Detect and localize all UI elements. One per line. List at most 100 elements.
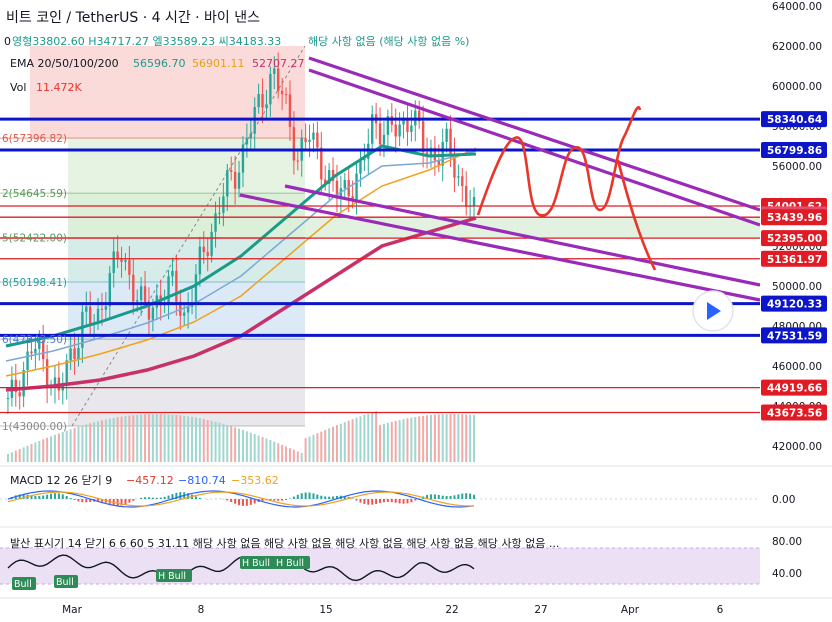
fib-zone — [68, 237, 305, 283]
candle-body — [198, 246, 202, 275]
macd-bar — [198, 497, 201, 499]
candle-body — [42, 340, 45, 360]
ema-100-line — [5, 147, 477, 377]
price-label: 44919.66 — [767, 383, 822, 395]
macd-bar — [332, 496, 335, 499]
volume-bar — [355, 417, 358, 462]
volume-bar — [382, 423, 385, 462]
candle-body — [14, 379, 17, 393]
macd-bar — [277, 499, 280, 501]
candle-body — [261, 94, 264, 108]
candle-body — [421, 121, 425, 153]
fib-zone — [68, 138, 305, 194]
macd-bar — [238, 499, 241, 506]
price-tick: 42000.00 — [772, 441, 822, 453]
candle-body — [355, 173, 358, 200]
volume-bar — [281, 444, 284, 462]
macd-bar — [316, 494, 319, 499]
candle-body — [445, 128, 448, 142]
candle-body — [241, 144, 245, 173]
candle-body — [437, 160, 440, 166]
price-label: 49120.33 — [767, 299, 822, 311]
macd-bar — [343, 495, 346, 499]
candle-body — [77, 347, 80, 359]
volume-bar — [277, 443, 280, 462]
macd-bar — [241, 499, 244, 506]
price-label-box — [761, 404, 827, 421]
candle-body — [284, 94, 288, 96]
candle-body — [359, 160, 362, 174]
price-label: 53439.96 — [767, 212, 822, 224]
macd-bar — [328, 496, 331, 499]
volume-bar — [69, 429, 72, 462]
candle-body — [433, 147, 437, 161]
volume-bar — [214, 421, 217, 462]
volume-bar — [410, 417, 413, 462]
candle-body — [371, 114, 374, 144]
candle-body — [280, 90, 284, 95]
volume-bar — [300, 453, 303, 462]
volume-bar — [253, 434, 256, 462]
volume-bar — [226, 424, 229, 462]
fib-zone — [30, 46, 305, 139]
ema-label: EMA 20/50/100/200 — [10, 57, 119, 70]
volume-bar — [261, 437, 264, 462]
candle-body — [296, 160, 299, 162]
volume-value: 11.472K — [36, 81, 82, 94]
volume-bar — [38, 440, 41, 462]
candle-body — [124, 260, 127, 262]
price-label-box — [761, 327, 827, 344]
candle-body — [116, 251, 119, 260]
volume-bar — [14, 450, 17, 462]
macd-bar — [46, 494, 49, 499]
macd-bar — [296, 494, 299, 499]
candle-body — [382, 134, 386, 145]
volume-bar — [257, 435, 260, 462]
candle-body — [418, 110, 421, 122]
macd-bar — [38, 496, 41, 499]
replay-button[interactable] — [692, 290, 734, 332]
descending-channel — [239, 56, 761, 302]
price-label-box — [761, 250, 827, 267]
volume-bar — [398, 419, 401, 462]
volume-bar — [285, 446, 288, 462]
volume-bar — [441, 414, 444, 462]
macd-bar — [300, 493, 303, 499]
ema-100-value: 52707.27 — [252, 57, 305, 70]
volume-bar — [296, 451, 299, 462]
volume-bar — [57, 433, 60, 462]
candle-body — [472, 196, 476, 206]
volume-bar — [422, 415, 425, 462]
macd-bar — [18, 494, 21, 499]
candle-body — [316, 132, 319, 148]
candle-body — [69, 348, 72, 361]
macd-value-hist: −457.12 — [126, 474, 174, 487]
macd-bar — [120, 499, 123, 506]
macd-label: MACD 12 26 닫기 9 — [10, 474, 112, 487]
volume-bar — [292, 449, 295, 462]
macd-bar — [426, 495, 429, 499]
fib-zone — [68, 282, 305, 340]
macd-bar — [390, 499, 393, 503]
candle-body — [245, 138, 249, 145]
volume-bar — [437, 414, 440, 462]
volume-bar — [414, 416, 417, 462]
macd-bar — [89, 499, 92, 502]
volume-bar — [426, 415, 429, 462]
volume-bar — [128, 415, 131, 462]
fib-label: 5(52422.00) — [2, 233, 67, 245]
volume-bar — [10, 452, 13, 462]
volume-bar — [65, 430, 68, 462]
fib-trend-line — [71, 45, 306, 427]
candle-body — [214, 213, 217, 232]
time-tick: 8 — [198, 604, 205, 616]
time-tick: 22 — [445, 604, 458, 616]
candle-body — [120, 259, 123, 262]
volume-bar — [269, 440, 272, 462]
macd-bar — [469, 493, 472, 499]
volume-bar — [194, 417, 197, 462]
macd-bar — [249, 499, 252, 505]
price-tick: 62000.00 — [772, 41, 822, 53]
macd-bar — [355, 499, 358, 501]
